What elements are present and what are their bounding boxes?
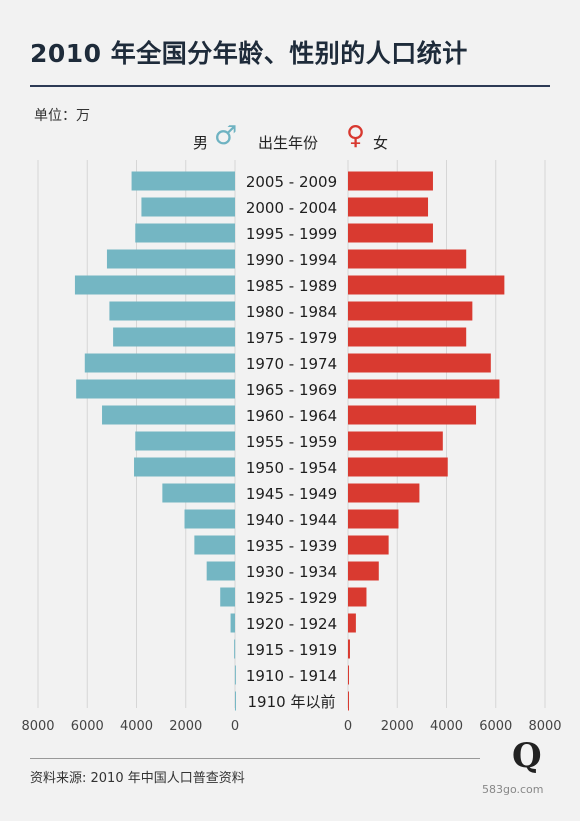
age-group-label: 2000 - 2004 [246,199,337,217]
female-bar [348,249,467,269]
x-tick-label-left: 8000 [21,719,54,734]
female-bar [348,171,433,191]
age-group-label: 1930 - 1934 [246,563,337,581]
female-bar [348,691,349,711]
male-bar [135,431,235,451]
age-group-label: 1935 - 1939 [246,537,337,555]
male-bar [134,457,235,477]
female-bar [348,301,473,321]
male-bar [234,639,236,659]
source-divider [30,758,480,759]
male-bar [106,249,235,269]
female-bar [348,483,420,503]
female-bar [348,587,367,607]
female-bar [348,405,477,425]
x-tick-label-right: 2000 [381,719,414,734]
age-group-label: 1940 - 1944 [246,511,337,529]
male-bar [102,405,236,425]
male-bar [206,561,235,581]
x-tick-label-left: 4000 [120,719,153,734]
age-group-label: 1955 - 1959 [246,433,337,451]
male-bar [141,197,235,217]
male-bar [113,327,235,347]
male-bar [135,223,235,243]
female-bar [348,379,500,399]
x-tick-label-left: 0 [231,719,239,734]
legend: 男 ♂ 出生年份 ♀ 女 [0,121,580,158]
female-bar [348,431,443,451]
age-group-label: 1995 - 1999 [246,225,337,243]
female-bar [348,353,491,373]
age-group-label: 1965 - 1969 [246,381,337,399]
female-bar [348,327,467,347]
male-bar [162,483,235,503]
page-title: 2010 年全国分年龄、性别的人口统计 [30,39,468,68]
x-tick-label-right: 4000 [430,719,463,734]
female-bar [348,275,505,295]
male-bar [194,535,235,555]
age-group-label: 1910 - 1914 [246,667,337,685]
male-bar [131,171,235,191]
male-bar [234,691,236,711]
age-group-label: 1910 年以前 [248,693,336,711]
female-bar [348,457,448,477]
male-bar [234,665,236,685]
age-group-label: 1950 - 1954 [246,459,337,477]
female-bar [348,561,379,581]
female-bar [348,639,350,659]
male-bar [109,301,235,321]
age-group-label: 1915 - 1919 [246,641,337,659]
age-group-label: 1970 - 1974 [246,355,337,373]
male-bar [84,353,235,373]
brand-logo: Q [512,736,542,776]
female-bar [348,665,349,685]
legend-female-label: 女 [373,134,389,152]
age-group-label: 1960 - 1964 [246,407,337,425]
female-symbol-icon: ♀ [346,121,366,151]
age-group-label: 1920 - 1924 [246,615,337,633]
x-tick-label-right: 6000 [479,719,512,734]
age-group-label: 1990 - 1994 [246,251,337,269]
legend-center-label: 出生年份 [258,134,319,152]
female-bar [348,535,389,555]
age-group-label: 1945 - 1949 [246,485,337,503]
male-bar [74,275,235,295]
watermark: 583go.com [482,783,544,796]
unit-label: 单位：万 [34,108,90,124]
source-note: 资料来源: 2010 年中国人口普查资料 [30,771,245,786]
age-group-label: 1980 - 1984 [246,303,337,321]
female-bar [348,613,356,633]
title-divider [30,85,550,87]
x-tick-label-right: 8000 [528,719,561,734]
x-tick-label-right: 0 [344,719,352,734]
age-group-label: 2005 - 2009 [246,173,337,191]
female-bar [348,223,433,243]
female-bar [348,509,399,529]
male-bar [76,379,235,399]
legend-male-label: 男 [193,134,209,152]
population-pyramid-chart: 2005 - 2009 2000 - 2004 1995 - 1999 1990 - … [21,160,562,734]
male-bar [230,613,235,633]
male-bar [184,509,235,529]
age-group-label: 1925 - 1929 [246,589,337,607]
x-tick-label-left: 2000 [169,719,202,734]
x-tick-label-left: 6000 [71,719,104,734]
age-group-label: 1975 - 1979 [246,329,337,347]
male-symbol-icon: ♂ [214,121,238,151]
female-bar [348,197,429,217]
male-bar [220,587,235,607]
age-group-label: 1985 - 1989 [246,277,337,295]
